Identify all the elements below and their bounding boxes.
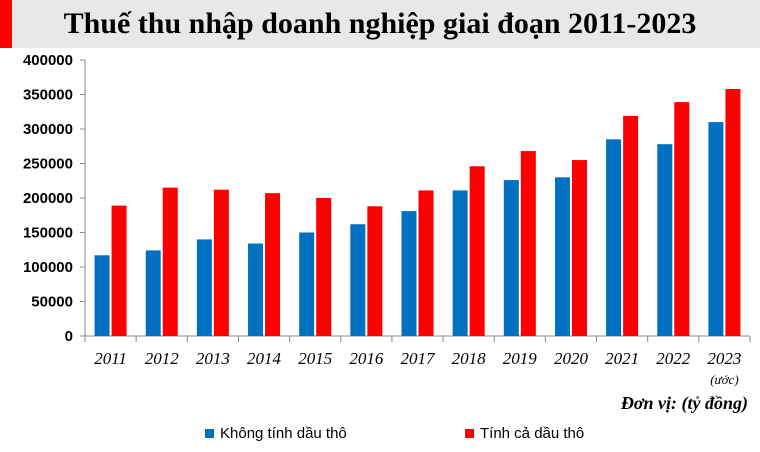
- bar-tinh-ca-dau-tho-2014: [265, 193, 281, 336]
- bar-khong-tinh-dau-tho-2014: [248, 243, 264, 336]
- x-tick-label: 2020: [554, 349, 589, 368]
- legend-item-series-1: Tính cả dầu thô: [465, 425, 584, 442]
- x-tick-label: 2023: [707, 349, 741, 368]
- bar-tinh-ca-dau-tho-2019: [520, 151, 536, 336]
- unit-label: Đơn vị: (tỷ đồng): [620, 393, 748, 413]
- bar-tinh-ca-dau-tho-2021: [623, 115, 639, 336]
- bar-khong-tinh-dau-tho-2012: [145, 250, 161, 336]
- legend-item-series-0: Không tính dầu thô: [205, 425, 347, 442]
- legend-label-series-0: Không tính dầu thô: [220, 425, 347, 442]
- bar-tinh-ca-dau-tho-2011: [111, 205, 127, 336]
- bar-khong-tinh-dau-tho-2023: [708, 122, 724, 336]
- legend-label-series-1: Tính cả dầu thô: [480, 425, 585, 442]
- x-tick-label: 2011: [94, 349, 127, 368]
- bar-tinh-ca-dau-tho-2022: [674, 102, 690, 336]
- bar-khong-tinh-dau-tho-2022: [657, 144, 673, 336]
- x-tick-label: 2022: [656, 349, 691, 368]
- legend: Không tính dầu thô Tính cả dầu thô: [0, 425, 760, 447]
- bar-khong-tinh-dau-tho-2018: [452, 190, 468, 336]
- y-tick-label: 150000: [23, 225, 73, 242]
- bar-tinh-ca-dau-tho-2012: [162, 187, 178, 336]
- x-tick-label: 2012: [145, 349, 180, 368]
- x-tick-label: 2016: [349, 349, 384, 368]
- bar-khong-tinh-dau-tho-2020: [554, 177, 570, 336]
- x-tick-label: 2018: [452, 349, 487, 368]
- bar-chart: 0 50000 100000 150000 200000 250000 300000 3500…: [23, 52, 751, 387]
- bar-tinh-ca-dau-tho-2013: [213, 189, 229, 336]
- bar-tinh-ca-dau-tho-2016: [367, 206, 383, 336]
- x-tick-label: 2015: [298, 349, 332, 368]
- x-tick-label: 2019: [503, 349, 538, 368]
- x-tick-note: (ước): [710, 372, 738, 387]
- bar-khong-tinh-dau-tho-2017: [401, 211, 417, 336]
- bar-khong-tinh-dau-tho-2021: [606, 139, 622, 336]
- y-tick-label: 350000: [23, 87, 73, 104]
- bar-tinh-ca-dau-tho-2017: [418, 190, 434, 336]
- bar-tinh-ca-dau-tho-2018: [469, 166, 485, 336]
- bar-khong-tinh-dau-tho-2016: [350, 224, 366, 336]
- title-bar: [0, 0, 760, 48]
- bar-tinh-ca-dau-tho-2020: [571, 160, 587, 336]
- legend-swatch-blue: [205, 429, 214, 438]
- y-tick-label: 400000: [23, 52, 73, 69]
- x-tick-label: 2014: [247, 349, 282, 368]
- bar-tinh-ca-dau-tho-2015: [316, 198, 332, 336]
- bar-khong-tinh-dau-tho-2019: [503, 180, 519, 336]
- y-tick-label: 0: [65, 328, 73, 345]
- title-accent: [0, 0, 12, 48]
- y-tick-label: 250000: [23, 156, 73, 173]
- bar-khong-tinh-dau-tho-2013: [196, 239, 212, 336]
- x-tick-label: 2013: [196, 349, 230, 368]
- y-tick-label: 50000: [31, 294, 73, 311]
- bar-khong-tinh-dau-tho-2015: [299, 232, 315, 336]
- bar-khong-tinh-dau-tho-2011: [94, 255, 110, 336]
- chart-title: Thuế thu nhập doanh nghiệp giai đoạn 201…: [63, 7, 697, 40]
- y-tick-label: 300000: [23, 121, 73, 138]
- bar-tinh-ca-dau-tho-2023: [725, 88, 741, 336]
- x-tick-label: 2021: [605, 349, 639, 368]
- legend-swatch-red: [465, 429, 474, 438]
- x-tick-label: 2017: [401, 349, 437, 368]
- y-tick-label: 100000: [23, 259, 73, 276]
- y-tick-label: 200000: [23, 190, 73, 207]
